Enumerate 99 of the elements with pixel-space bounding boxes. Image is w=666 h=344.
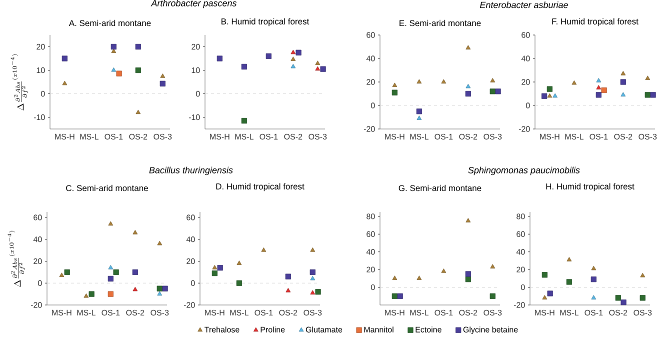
chart-title: E. Semi-arid montane [400,20,481,26]
y-tick-label: 60 [34,214,42,220]
y-tick-label: 60 [366,32,375,38]
x-tick-label: MS-H [535,310,554,316]
x-tick-label: OS-1 [434,134,453,140]
y-tick-label: 20 [366,266,375,272]
x-tick-label: MS-H [385,310,404,316]
x-tick-label: OS-3 [484,310,502,316]
y-tick-label: 0 [371,102,375,108]
x-tick-label: OS-2 [279,310,298,316]
y-tick-label: 0 [191,280,195,286]
x-tick-label: OS-3 [150,310,169,316]
x-tick-label: MS-L [235,134,254,140]
y-tick-label: -20 [518,126,530,132]
x-tick-label: MS-H [55,134,74,140]
y-tick-label: 60 [186,214,195,220]
legend-label: Glycine betaine [463,326,518,334]
y-tick-label: 20 [366,79,375,85]
x-tick-label: OS-1 [434,310,453,316]
text: Arthrobacter pascens [150,0,237,8]
y-tick-label: 80 [516,214,525,220]
x-tick-label: OS-1 [590,134,608,140]
y-tick-label: 40 [366,249,375,255]
y-tick-label: 10 [36,67,45,74]
chart-title: D. Humid tropical forest [216,183,304,192]
x-tick-label: OS-1 [584,310,603,316]
x-tick-label: OS-2 [459,310,478,316]
chart-title: B. Humid tropical forest [222,18,310,26]
y-tick-label: 20 [36,44,45,50]
x-tick-label: MS-L [410,310,428,316]
x-tick-label: OS-2 [459,134,478,140]
legend-label: Glutamate [306,326,342,332]
x-tick-label: MS-L [410,134,428,140]
x-tick-label: OS-1 [102,310,120,316]
x-tick-label: OS-2 [614,134,632,140]
chart-title: C. Semi-arid montane [66,184,148,192]
y-tick-label: -10 [34,114,45,120]
y-tick-label: 80 [366,214,375,220]
y-tick-label: 60 [522,32,530,38]
chart-title: G. Semi-arid montane [398,184,482,192]
x-tick-label: MS-L [230,310,248,316]
legend-label: Proline [260,326,285,332]
x-tick-label: OS-3 [304,310,322,316]
x-tick-label: MS-L [560,310,578,316]
y-tick-label: -20 [184,302,195,308]
y-tick-label: 10 [192,67,200,74]
y-tick-label: -20 [514,302,525,308]
y-tick-label: 0 [371,284,375,290]
y-tick-label: 0 [38,280,42,286]
x-tick-label: MS-L [565,134,584,140]
x-tick-label: OS-3 [484,134,502,140]
x-tick-label: OS-3 [634,310,652,316]
y-tick-label: 0 [41,90,45,97]
x-tick-label: OS-3 [638,134,657,140]
y-tick-label: 60 [366,231,375,237]
text: Bacillus thuringiensis [149,166,233,176]
y-axis-title: $\Delta\frac{\partial^{2}Abs}{\partial f^{2}}^{(x10^{-4})}$ [8,230,26,287]
y-tick-label: 0 [526,102,530,108]
y-tick-label: 40 [186,236,195,242]
x-tick-label: OS-2 [284,134,302,140]
x-tick-label: MS-L [77,310,96,316]
y-tick-label: -20 [364,126,375,132]
chart-title: A. Semi-arid montane [68,20,151,26]
x-tick-label: OS-3 [308,134,327,140]
x-tick-label: OS-1 [104,134,123,140]
x-tick-label: OS-1 [254,310,273,316]
y-tick-label: 0 [196,90,200,97]
x-tick-label: MS-H [210,134,230,140]
y-tick-label: 20 [192,44,200,50]
x-tick-label: MS-H [540,134,560,140]
y-tick-label: 40 [366,56,375,62]
y-axis-title: $\Delta\frac{\partial^{2}Abs}{\partial f^{2}}^{(x10^{-4})}$ [10,54,28,110]
x-tick-label: MS-H [52,310,72,316]
x-tick-label: MS-H [385,134,404,140]
x-tick-label: OS-2 [126,310,144,316]
chart-title: F. Humid tropical forest [552,18,638,26]
x-tick-label: OS-1 [260,134,278,140]
text: Enterobacter asburiae [480,2,568,8]
legend-label: Mannitol [364,326,394,332]
y-tick-label: -20 [30,302,42,308]
x-tick-label: MS-L [80,134,98,140]
text: Sphingomonas paucimobilis [468,166,580,176]
x-tick-label: OS-2 [129,134,148,140]
x-tick-label: OS-2 [609,310,628,316]
y-tick-label: 40 [33,236,42,242]
y-tick-label: -10 [188,114,200,120]
y-tick-label: 20 [186,258,195,264]
chart-title: H. Humid tropical forest [546,183,634,192]
x-tick-label: MS-H [205,310,224,316]
y-tick-label: 20 [516,266,525,272]
y-tick-label: 60 [516,231,525,237]
y-tick-label: 40 [516,249,525,255]
legend-label: Ectoine [416,326,442,332]
y-tick-label: 20 [522,79,530,85]
y-tick-label: 0 [521,284,525,290]
x-tick-label: OS-3 [154,134,172,140]
y-tick-label: 20 [34,258,42,264]
legend-label: Trehalose [204,326,240,332]
y-tick-label: 40 [521,56,530,62]
